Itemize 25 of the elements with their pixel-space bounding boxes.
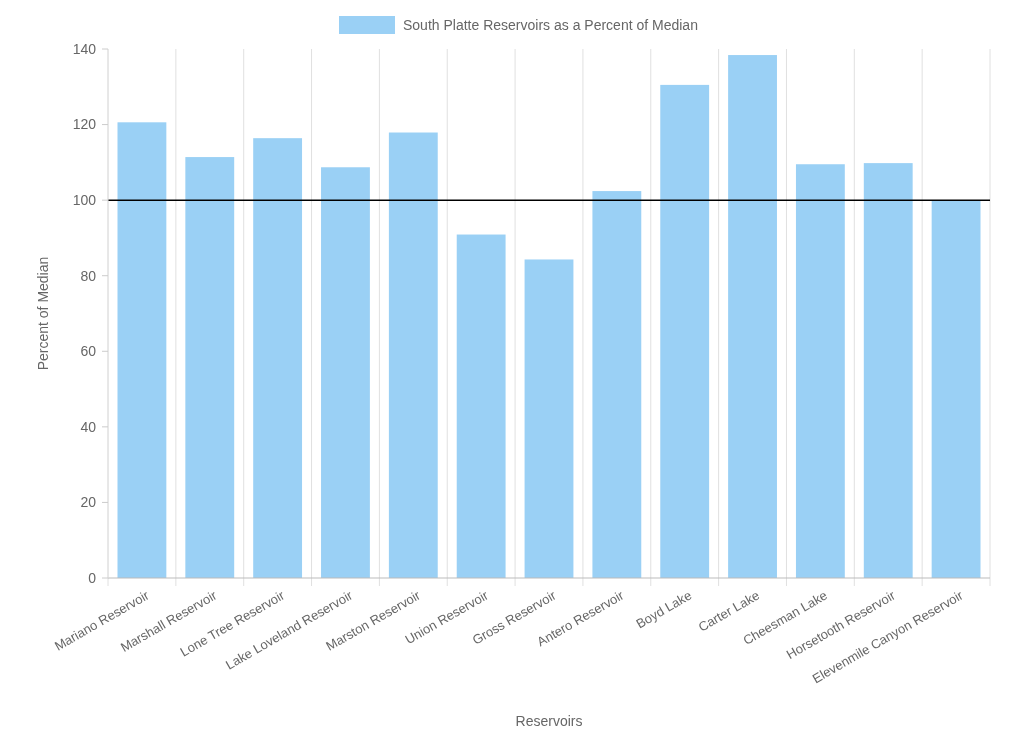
y-tick-label: 80 [80,267,97,284]
x-tick-label: Boyd Lake [633,587,695,632]
y-tick-label: 0 [88,569,97,586]
y-tick-label: 140 [72,40,97,57]
bar [253,138,303,578]
bar [185,157,235,578]
bar [388,132,438,578]
bar [456,234,506,578]
y-axis-title: Percent of Median [35,256,51,371]
legend-label: South Platte Reservoirs as a Percent of Median [403,16,698,33]
x-axis-title: Reservoirs [515,713,583,729]
bar [863,163,913,578]
y-tick-label: 100 [72,192,97,209]
y-tick-label: 120 [72,116,97,133]
bar [728,55,777,578]
bar [524,259,574,578]
bar [660,84,710,578]
y-tick-label: 40 [80,418,97,435]
bar [592,191,642,578]
bar [321,167,370,578]
y-tick-label: 60 [80,343,97,360]
bar [931,200,981,578]
y-tick-label: 20 [80,494,97,511]
bar [117,122,167,578]
bar [795,164,845,578]
